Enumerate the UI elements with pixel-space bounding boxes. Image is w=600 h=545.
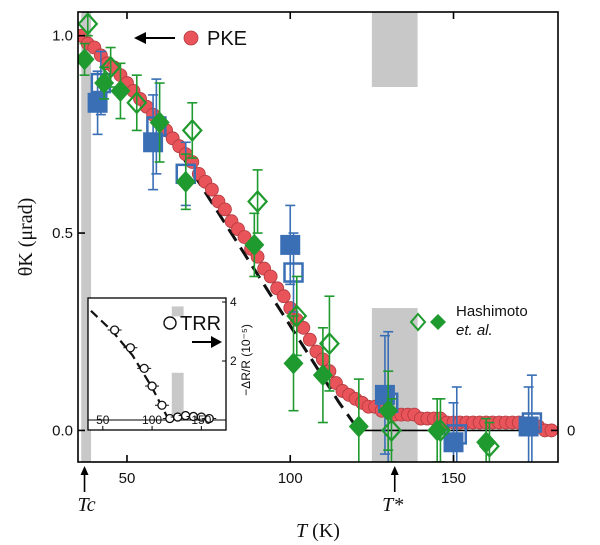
pke-point	[205, 183, 218, 196]
inset-point	[182, 412, 190, 420]
x-tick-label: 100	[278, 470, 303, 487]
inset-y-axis-label: −ΔR/R (10⁻⁵)	[239, 324, 253, 396]
pke-point	[277, 290, 290, 303]
kerr-rotation-chart: 50 100 150 2 4 TRR −ΔR/R (10⁻⁵) 50 100 150 0.0 0.5…	[0, 0, 600, 545]
inset-x-tick-label: 150	[191, 413, 211, 427]
inset-x-tick-label: 50	[96, 413, 110, 427]
blue-filled-square	[280, 235, 300, 255]
right-tick-label: 0	[567, 422, 575, 439]
hashimoto-filled-marker	[430, 314, 446, 330]
trr-legend-marker	[164, 317, 176, 329]
y-axis-label: θK (μrad)	[15, 198, 37, 277]
y-tick-label: 0.5	[52, 225, 73, 242]
pke-point	[264, 270, 277, 283]
inset-point	[166, 415, 174, 423]
x-tick-label: 150	[441, 470, 466, 487]
x-axis-label: T (K)	[296, 520, 340, 542]
inset-x-tick-label: 100	[142, 413, 162, 427]
hashimoto-label: Hashimoto	[456, 303, 528, 320]
inset-y-tick-label: 4	[230, 295, 237, 309]
inset-point	[148, 382, 156, 390]
tc-label: Tc	[77, 494, 95, 516]
inset-point	[158, 401, 166, 409]
tstar-arrow-head	[391, 466, 399, 475]
inset-point	[174, 413, 182, 421]
inset-y-tick-label: 2	[230, 354, 237, 368]
inset-point	[140, 364, 148, 372]
hashimoto-etal-label: et. al.	[456, 322, 493, 339]
x-tick-label: 50	[119, 470, 136, 487]
shaded-region-1	[372, 12, 418, 87]
inset-point	[126, 344, 134, 352]
y-tick-label: 1.0	[52, 28, 73, 45]
inset-point	[111, 326, 119, 334]
y-tick-label: 0.0	[52, 422, 73, 439]
pke-point	[218, 203, 231, 216]
pke-legend-label: PKE	[207, 28, 247, 50]
trr-legend-label: TRR	[180, 313, 221, 335]
pke-legend-marker	[184, 31, 198, 45]
trr-inset: 50 100 150 2 4 TRR −ΔR/R (10⁻⁵)	[88, 295, 253, 430]
pke-point	[303, 333, 316, 346]
pke-arrow-head	[134, 32, 146, 44]
tstar-label: T*	[382, 494, 403, 516]
tc-arrow-head	[81, 466, 89, 475]
blue-filled-square	[519, 416, 539, 436]
green-filled-diamond	[476, 431, 496, 453]
